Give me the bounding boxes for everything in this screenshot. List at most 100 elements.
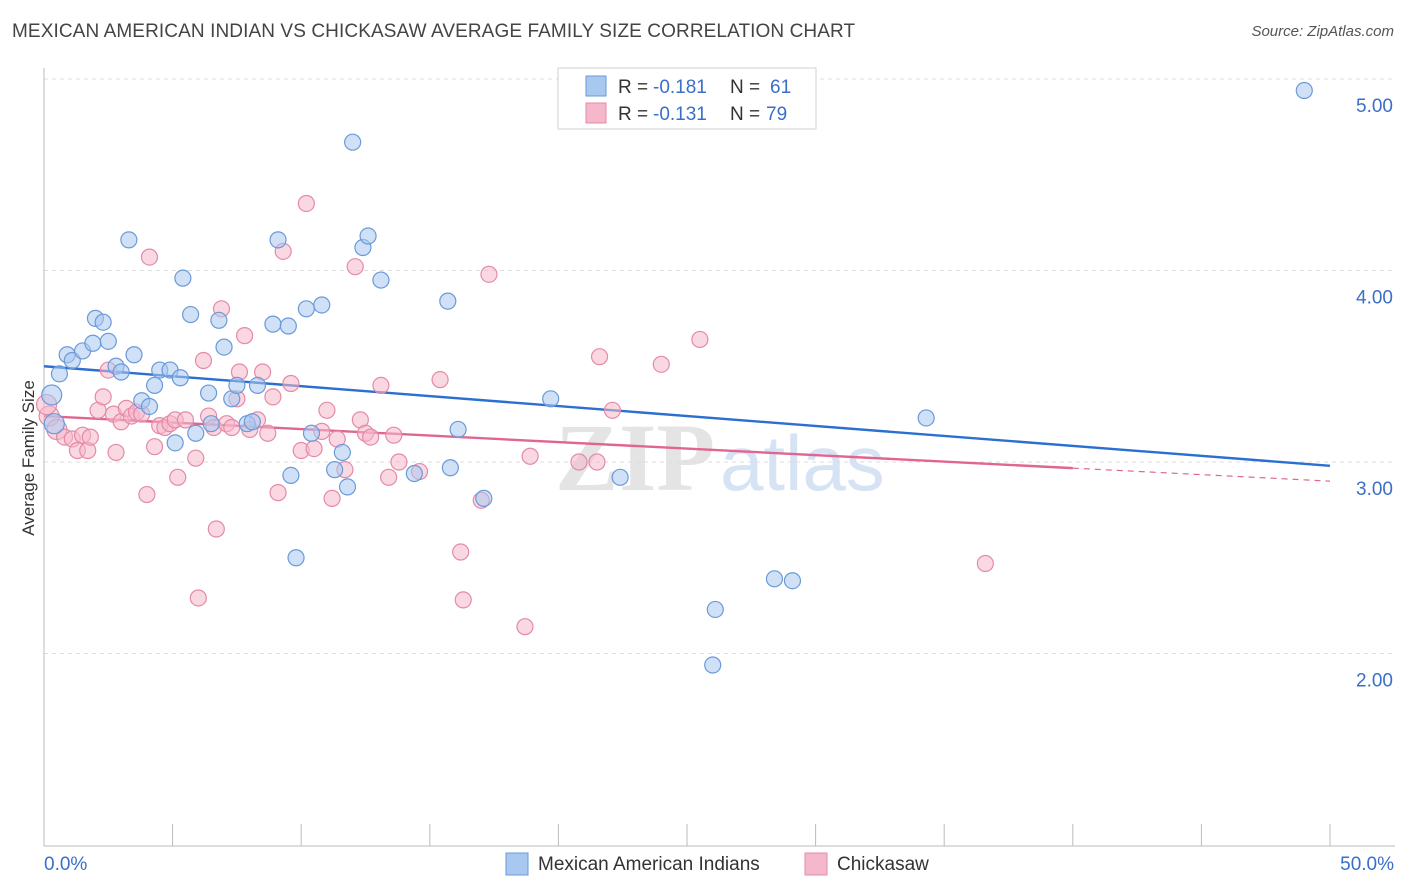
y-axis-title: Average Family Size (19, 380, 38, 536)
point-blue (94, 313, 112, 331)
point-blue (706, 600, 724, 619)
point-pink (570, 453, 588, 471)
point-blue (210, 311, 228, 329)
point-pink (390, 453, 408, 471)
trend-line-extension-pink (1072, 467, 1331, 482)
legend-n-label-2: N = (730, 104, 760, 125)
point-blue (200, 384, 218, 402)
x-tick-label: 50.0% (1340, 854, 1394, 875)
bottom-legend-label-pink: Chickasaw (837, 854, 929, 875)
point-pink (259, 424, 277, 442)
point-pink (269, 484, 287, 502)
point-blue (166, 434, 184, 452)
legend-swatch-pink (585, 102, 607, 124)
point-blue (243, 413, 261, 431)
legend-r-value-2: -0.131 (653, 104, 707, 125)
point-blue (372, 271, 390, 289)
source-label: Source: ZipAtlas.com (1251, 23, 1394, 40)
point-blue (174, 269, 192, 287)
point-blue (264, 315, 282, 333)
point-pink (176, 411, 195, 429)
point-pink (385, 426, 403, 444)
point-pink (452, 543, 470, 561)
point-blue (269, 231, 287, 249)
bottom-legend-label-blue: Mexican American Indians (538, 854, 760, 875)
legend-r-label-1: R = (618, 77, 648, 98)
point-pink (305, 439, 323, 458)
point-pink (362, 428, 380, 446)
point-blue (344, 133, 362, 151)
point-blue (112, 363, 130, 381)
point-blue (917, 409, 935, 427)
point-blue (202, 415, 220, 433)
point-blue (611, 468, 629, 486)
point-pink (588, 453, 606, 471)
point-pink (380, 468, 398, 486)
point-pink (282, 374, 300, 393)
point-blue (333, 443, 351, 462)
point-pink (431, 371, 449, 389)
y-tick-label: 4.00 (1356, 288, 1393, 309)
chart-title: MEXICAN AMERICAN INDIAN VS CHICKASAW AVE… (12, 21, 856, 42)
point-blue (359, 227, 377, 245)
point-blue (140, 397, 159, 416)
point-pink (264, 388, 282, 406)
point-blue (215, 338, 233, 356)
x-tick-label: 0.0% (44, 854, 87, 875)
point-blue (99, 332, 117, 350)
point-pink (691, 330, 709, 349)
point-blue (50, 365, 69, 383)
point-pink (223, 418, 241, 437)
point-blue (704, 656, 722, 674)
axes: 2.00 3.00 4.00 5.00 0.0% 50.0% (43, 68, 1395, 875)
point-pink (81, 428, 99, 446)
point-blue (282, 466, 300, 485)
bottom-legend-swatch-pink (804, 852, 828, 876)
point-blue (1295, 81, 1313, 100)
point-pink (94, 388, 112, 406)
y-tick-label: 3.00 (1356, 479, 1393, 500)
point-blue (248, 376, 267, 394)
point-pink (138, 485, 156, 504)
grid-lines (44, 78, 1395, 654)
point-pink (521, 447, 539, 465)
legend-r-value-1: -0.181 (653, 77, 707, 98)
legend-n-label-1: N = (730, 77, 760, 98)
point-blue (182, 305, 200, 324)
point-blue (145, 376, 164, 394)
point-pink (372, 376, 390, 394)
point-blue (187, 424, 205, 442)
y-tick-label: 2.00 (1356, 671, 1393, 692)
point-blue (405, 464, 423, 483)
top-legend: R = -0.181 N = 61 R = -0.131 N = 79 (557, 67, 817, 130)
bottom-legend-swatch-blue (505, 852, 529, 876)
point-pink (652, 355, 670, 373)
point-blue (120, 231, 138, 249)
bottom-legend: Mexican American Indians Chickasaw (505, 852, 929, 876)
point-blue (125, 346, 143, 364)
point-pink (603, 401, 622, 419)
point-blue (228, 376, 246, 394)
legend-r-label-2: R = (618, 104, 648, 125)
point-pink (107, 443, 125, 462)
point-blue (287, 549, 305, 567)
point-pink (590, 348, 609, 366)
point-blue (542, 390, 560, 408)
point-pink (346, 258, 364, 276)
point-blue (313, 296, 331, 314)
point-blue (441, 459, 459, 477)
point-blue (783, 572, 802, 590)
point-pink (145, 438, 164, 456)
point-pink (297, 194, 315, 213)
point-blue (765, 570, 784, 588)
point-pink (236, 327, 254, 345)
point-blue (439, 292, 457, 310)
point-blue (475, 489, 493, 507)
point-blue (326, 461, 344, 479)
point-pink (976, 554, 994, 573)
point-pink (323, 489, 341, 507)
point-blue (43, 413, 65, 435)
watermark-atlas: atlas (720, 419, 885, 507)
point-blue (302, 424, 321, 442)
